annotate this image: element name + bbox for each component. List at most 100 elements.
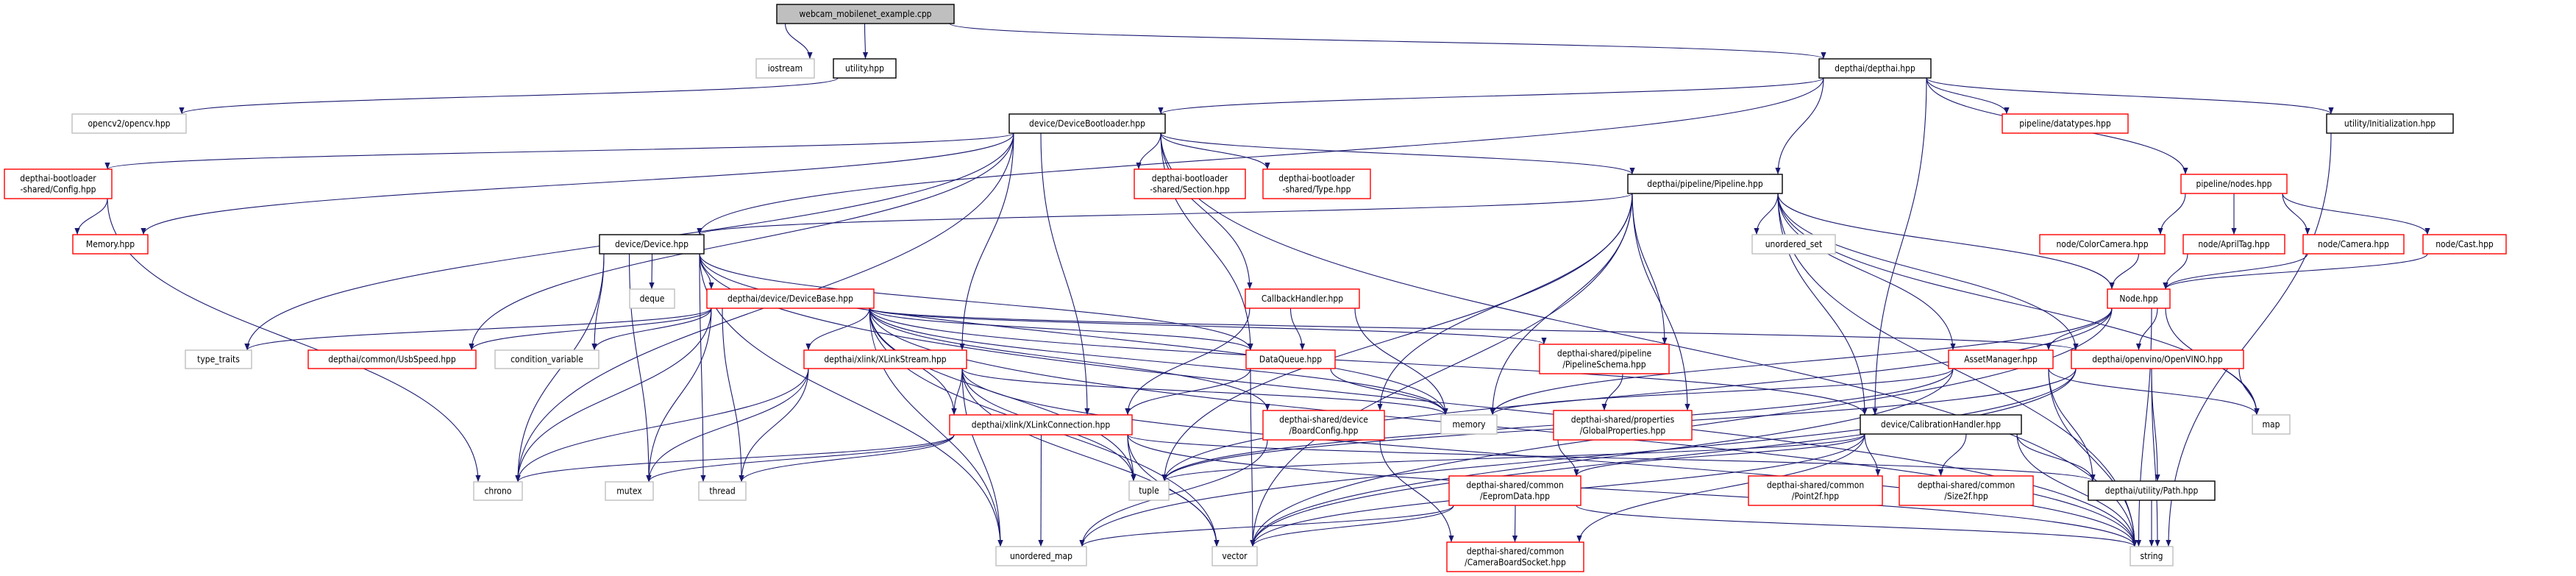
node-label: memory — [1452, 419, 1486, 430]
graph-node-camsocket[interactable]: depthai-shared/common/CameraBoardSocket.… — [1446, 541, 1584, 572]
edge-node-to-string — [2135, 307, 2152, 547]
edges-layer — [74, 23, 2430, 547]
edge-node-to-memory — [1490, 307, 2113, 416]
edge-xstream-to-memory — [961, 368, 1448, 416]
graph-node-init[interactable]: utility/Initialization.hpp — [2326, 113, 2454, 134]
graph-node-camera[interactable]: node/Camera.hpp — [2302, 234, 2405, 255]
graph-node-colorcam[interactable]: node/ColorCamera.hpp — [2039, 234, 2166, 255]
node-label: depthai-bootloader — [1278, 174, 1355, 184]
node-label: pipeline/datatypes.hpp — [2019, 118, 2111, 129]
graph-node-mutex: mutex — [605, 481, 654, 501]
graph-node-nodes[interactable]: pipeline/nodes.hpp — [2180, 174, 2288, 194]
graph-node-path[interactable]: depthai/utility/Path.hpp — [2088, 480, 2216, 501]
node-box — [1245, 288, 1360, 309]
node-box — [1539, 344, 1670, 374]
node-label: device/DeviceBootloader.hpp — [1029, 118, 1145, 129]
graph-node-point2f[interactable]: depthai-shared/common/Point2f.hpp — [1748, 475, 1883, 506]
graph-node-globalprops[interactable]: depthai-shared/properties/GlobalProperti… — [1553, 410, 1693, 441]
graph-node-root[interactable]: webcam_mobilenet_example.cpp — [776, 4, 955, 24]
graph-node-usbspeed[interactable]: depthai/common/UsbSpeed.hpp — [307, 349, 477, 369]
graph-node-asset[interactable]: AssetManager.hpp — [1948, 349, 2054, 369]
node-label: depthai-shared/properties — [1571, 415, 1675, 425]
node-box — [1128, 480, 1170, 501]
graph-node-bltype[interactable]: depthai-bootloader-shared/Type.hpp — [1262, 168, 1371, 199]
node-box — [1245, 349, 1336, 369]
edge-devbase-to-schema — [869, 307, 1547, 345]
node-label: depthai/device/DeviceBase.hpp — [727, 294, 853, 304]
node-label: depthai-shared/common — [1466, 480, 1563, 491]
edge-calib-to-path — [2016, 433, 2096, 482]
edge-xconn-to-umap — [1038, 434, 1044, 547]
graph-node-size2f[interactable]: depthai-shared/common/Size2f.hpp — [1899, 475, 2034, 506]
edge-root-to-utility — [862, 23, 869, 60]
graph-node-calib[interactable]: device/CalibrationHandler.hpp — [1860, 414, 2022, 435]
edge-asset-to-memory — [1490, 368, 1954, 416]
node-box — [1627, 174, 1783, 194]
node-label: condition_variable — [510, 355, 583, 365]
graph-node-xstream[interactable]: depthai/xlink/XLinkStream.hpp — [803, 349, 967, 369]
graph-node-devbase[interactable]: depthai/device/DeviceBase.hpp — [706, 288, 875, 309]
node-label: depthai-shared/common — [1767, 480, 1864, 491]
node-label: /PipelineSchema.hpp — [1562, 360, 1645, 370]
edge-xstream-to-chrono — [515, 368, 809, 483]
node-box — [2107, 288, 2171, 309]
graph-node-openvino[interactable]: depthai/openvino/OpenVINO.hpp — [2071, 349, 2244, 369]
node-label: /BoardConfig.hpp — [1289, 426, 1359, 436]
node-label: depthai/common/UsbSpeed.hpp — [328, 355, 456, 365]
edge-xconn-to-chrono — [515, 434, 955, 483]
edge-calib-to-camsocket — [1576, 433, 1865, 543]
edge-node-to-asset — [2046, 307, 2113, 351]
edge-calib-to-tuple — [1161, 433, 1865, 482]
graph-node-schema[interactable]: depthai-shared/pipeline/PipelineSchema.h… — [1539, 344, 1670, 374]
node-label: Node.hpp — [2119, 294, 2157, 304]
graph-node-cast[interactable]: node/Cast.hpp — [2422, 234, 2507, 255]
edge-init-to-string — [2166, 132, 2332, 547]
node-label: Memory.hpp — [86, 239, 135, 249]
node-box — [71, 113, 187, 134]
graph-node-device[interactable]: device/Device.hpp — [599, 234, 705, 255]
node-box — [2002, 113, 2129, 134]
edge-nodes-to-camera — [2282, 193, 2310, 235]
node-box — [2302, 234, 2405, 255]
graph-node-utility[interactable]: utility.hpp — [833, 58, 897, 79]
edge-blconfig-to-memoryhpp — [74, 198, 108, 235]
node-box — [1751, 234, 1836, 255]
node-box — [1446, 541, 1584, 572]
node-label: -shared/Type.hpp — [1283, 185, 1351, 195]
edge-devbase-to-chrono — [515, 307, 712, 483]
graph-node-apriltag[interactable]: node/AprilTag.hpp — [2182, 234, 2285, 255]
node-box — [755, 58, 815, 79]
graph-node-blsection[interactable]: depthai-bootloader-shared/Section.hpp — [1134, 168, 1246, 199]
graph-node-dataqueue[interactable]: DataQueue.hpp — [1245, 349, 1336, 369]
graph-node-memoryhpp[interactable]: Memory.hpp — [72, 234, 149, 255]
edge-xstream-to-mutex — [646, 368, 809, 483]
graph-node-callback[interactable]: CallbackHandler.hpp — [1245, 288, 1360, 309]
node-label: chrono — [484, 486, 511, 497]
node-label: map — [2263, 419, 2280, 430]
edge-bootloader-to-memoryhpp — [140, 132, 1014, 235]
graph-node-blconfig[interactable]: depthai-bootloader-shared/Config.hpp — [4, 168, 113, 199]
edge-root-to-iostream — [784, 23, 813, 60]
edge-eeprom-to-string — [1576, 505, 2138, 547]
graph-node-eeprom[interactable]: depthai-shared/common/EepromData.hpp — [1448, 475, 1581, 506]
graph-node-xconn[interactable]: depthai/xlink/XLinkConnection.hpp — [949, 414, 1133, 435]
graph-node-boardcfg[interactable]: depthai-shared/device/BoardConfig.hpp — [1262, 410, 1385, 441]
edge-camera-to-node — [2163, 253, 2308, 290]
edge-pipeline-to-calib — [1777, 193, 1868, 416]
edge-pipeline-to-node — [1777, 193, 2115, 290]
graph-node-depthai[interactable]: depthai/depthai.hpp — [1818, 58, 1932, 79]
node-box — [1818, 58, 1932, 79]
graph-node-datatypes[interactable]: pipeline/datatypes.hpp — [2002, 113, 2129, 134]
edge-bootloader-to-string — [1160, 132, 2138, 547]
graph-node-pipeline[interactable]: depthai/pipeline/Pipeline.hpp — [1627, 174, 1783, 194]
graph-node-bootloader[interactable]: device/DeviceBootloader.hpp — [1008, 113, 1166, 134]
node-label: /Size2f.hpp — [1944, 491, 1988, 502]
node-box — [698, 481, 747, 501]
node-box — [2180, 174, 2288, 194]
edge-calib-to-string — [2016, 433, 2138, 547]
graph-node-node[interactable]: Node.hpp — [2107, 288, 2171, 309]
node-box — [1448, 475, 1581, 506]
node-label: depthai/xlink/XLinkStream.hpp — [824, 355, 946, 365]
edge-device-to-thread — [699, 253, 706, 483]
node-label: webcam_mobilenet_example.cpp — [799, 9, 931, 19]
